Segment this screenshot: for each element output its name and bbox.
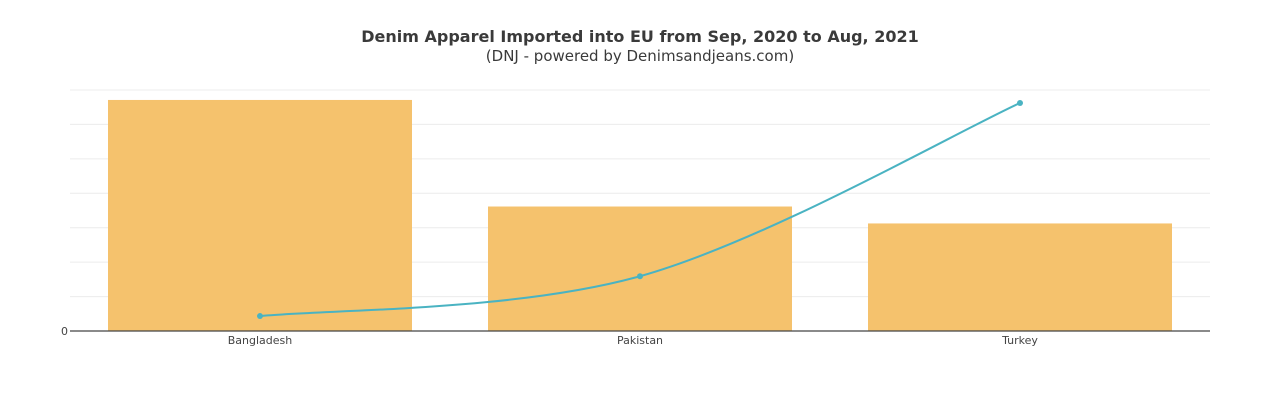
bar [868,223,1172,331]
line-point [257,313,263,320]
y-tick-label: 0 [61,325,68,338]
line-point [637,273,643,280]
x-tick-label: Bangladesh [228,334,293,347]
chart-subtitle: (DNJ - powered by Denimsandjeans.com) [485,47,795,65]
x-tick-label: Turkey [1001,334,1038,347]
line-point [1017,99,1023,106]
x-tick-label: Pakistan [617,334,663,347]
bar [488,206,792,331]
chart-title: Denim Apparel Imported into EU from Sep,… [361,27,919,46]
bar [108,99,412,331]
